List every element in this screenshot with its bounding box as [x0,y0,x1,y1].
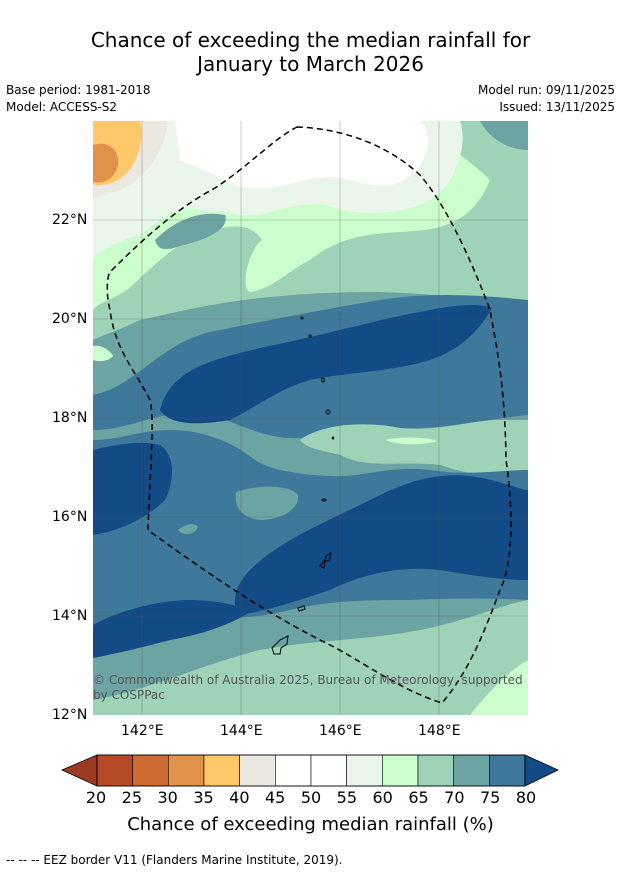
colorbar-bin [382,754,419,787]
colorbar-bin [489,754,526,787]
colorbar-tick-label: 75 [479,788,501,807]
rainfall-contour-map [93,121,528,715]
colorbar-bin [96,754,133,787]
colorbar-tick-label: 45 [264,788,286,807]
lon-label-146e: 146°E [319,723,362,739]
colorbar-tick-label: 50 [300,788,322,807]
colorbar-bin [203,754,240,787]
map-title-line2: January to March 2026 [197,52,424,76]
colorbar-bin [132,754,169,787]
colorbar-low-extension [61,754,98,787]
lat-label-20n: 20°N [52,311,88,327]
lon-label-142e: 142°E [121,723,164,739]
model-run: Model run: 09/11/2025 [477,83,615,97]
colorbar-bin [275,754,312,787]
footnote: -- -- -- EEZ border V11 (Flanders Marine… [6,853,343,867]
colorbar-tick-label: 65 [408,788,429,807]
colorbar-tick-label: 60 [372,788,393,807]
copyright-line1: © Commonwealth of Australia 2025, Bureau… [93,673,523,687]
colorbar-tick-label: 40 [229,788,250,807]
colorbar-tick-label: 20 [85,788,107,807]
colorbar-bin [417,754,454,787]
colorbar-bin [453,754,490,787]
graticule [93,121,528,715]
base-period: Base period: 1981-2018 [6,83,151,97]
colorbar-bin [310,754,347,787]
colorbar-tick-label: 35 [193,788,214,807]
lon-label-144e: 144°E [220,723,263,739]
lon-label-148e: 148°E [418,723,461,739]
colorbar-bin [239,754,276,787]
copyright-notice: © Commonwealth of Australia 2025, Bureau… [93,673,523,703]
colorbar [61,754,559,787]
colorbar-tick-label: 55 [336,788,357,807]
colorbar-tick-label: 80 [515,788,537,807]
colorbar-tick-label: 70 [444,788,465,807]
map-title-line1: Chance of exceeding the median rainfall … [90,28,531,52]
colorbar-tick-label: 25 [121,788,142,807]
colorbar-label: Chance of exceeding median rainfall (%) [127,814,494,835]
lat-label-16n: 16°N [52,509,88,525]
model-name: Model: ACCESS-S2 [6,100,118,114]
lat-label-14n: 14°N [52,608,88,624]
colorbar-bin [168,754,205,787]
lat-label-18n: 18°N [52,410,88,426]
issued-date: Issued: 13/11/2025 [499,100,615,114]
colorbar-high-extension [524,754,559,787]
lat-label-12n: 12°N [52,707,88,723]
colorbar-bin [346,754,383,787]
lat-label-22n: 22°N [52,212,88,228]
copyright-line2: by COSPPac [93,688,165,702]
colorbar-tick-label: 30 [157,788,178,807]
eez-border [106,126,512,704]
